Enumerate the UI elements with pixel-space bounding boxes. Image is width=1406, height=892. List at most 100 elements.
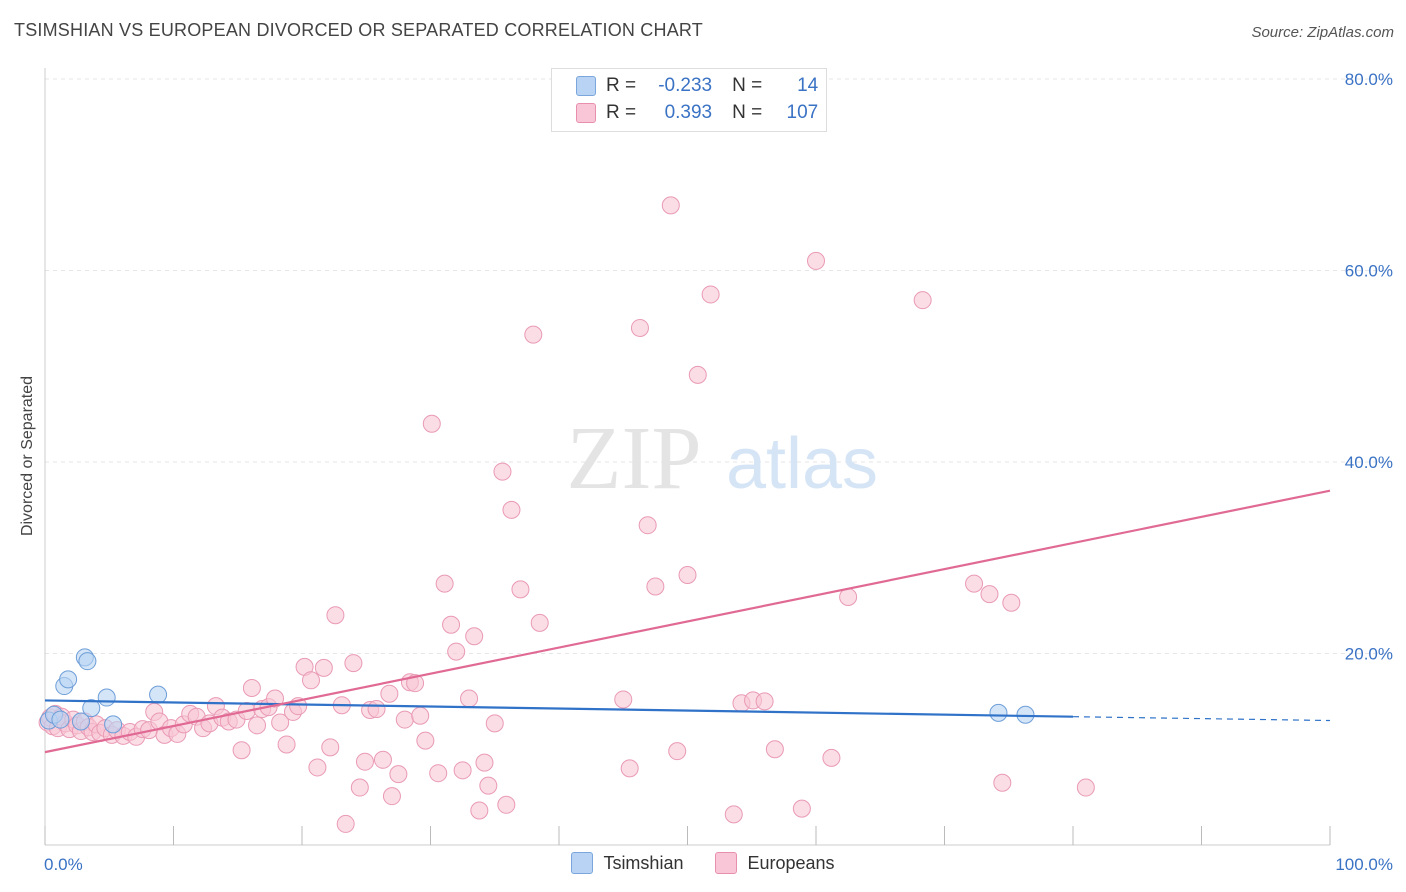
tsimshian-point <box>78 652 97 671</box>
europeans-point <box>453 761 472 780</box>
watermark: ZIP atlas <box>567 409 879 508</box>
europeans-point <box>447 642 466 661</box>
trend-lines <box>44 489 1331 754</box>
n-label: N = <box>732 75 763 96</box>
europeans-point <box>678 565 697 584</box>
europeans-point <box>485 714 504 733</box>
europeans-point <box>344 654 363 673</box>
europeans-point <box>301 671 320 690</box>
y-tick-label: 80.0% <box>1345 70 1393 89</box>
chart-title: TSIMSHIAN VS EUROPEAN DIVORCED OR SEPARA… <box>14 20 703 40</box>
europeans-point <box>530 613 549 632</box>
x-tick-label: 100.0% <box>1335 855 1393 874</box>
europeans-point <box>620 759 639 778</box>
r-value: 0.393 <box>664 102 713 123</box>
y-tick-label: 20.0% <box>1345 645 1393 664</box>
europeans-point <box>416 731 435 750</box>
tsimshian-trend-line <box>44 699 1074 718</box>
europeans-point <box>688 365 707 384</box>
europeans-trend-line <box>44 489 1331 754</box>
tsimshian-point <box>104 715 123 734</box>
europeans-point <box>271 713 290 732</box>
europeans-point <box>406 674 425 693</box>
r-label: R = <box>606 102 637 123</box>
watermark-zip: ZIP <box>567 409 702 508</box>
europeans-point <box>321 738 340 757</box>
europeans-point <box>993 773 1012 792</box>
europeans-point <box>470 801 489 820</box>
europeans-point <box>326 606 345 625</box>
europeans-point <box>724 805 743 824</box>
legend-item-tsimshian[interactable]: Tsimshian <box>571 852 683 874</box>
europeans-point <box>435 574 454 593</box>
europeans-point <box>308 758 327 777</box>
europeans-point <box>479 776 498 795</box>
europeans-point <box>614 690 633 709</box>
europeans-point <box>524 325 543 344</box>
stats-row-europeans: R = 0.393 N = 107 <box>576 102 818 124</box>
n-label: N = <box>732 102 763 123</box>
europeans-point <box>755 692 774 711</box>
legend-label: Europeans <box>747 852 835 873</box>
europeans-point <box>465 627 484 646</box>
europeans-point <box>248 716 267 735</box>
r-label: R = <box>606 75 637 96</box>
tsimshian-point <box>51 710 70 729</box>
europeans-point <box>502 500 521 519</box>
europeans-point <box>765 740 784 759</box>
europeans-point <box>807 251 825 270</box>
europeans-point <box>980 585 999 604</box>
europeans-point <box>277 735 296 754</box>
stats-row-tsimshian: R = -0.233 N = 14 <box>576 75 818 97</box>
gridlines <box>45 78 1392 654</box>
y-tick-label: 60.0% <box>1345 262 1393 281</box>
europeans-point <box>266 689 285 708</box>
europeans-point <box>493 462 512 481</box>
r-value: -0.233 <box>658 75 713 96</box>
europeans-point <box>336 814 355 833</box>
tick-labels: 20.0% 40.0% 60.0% 80.0% 0.0% 100.0% <box>44 70 1393 874</box>
legend-label: Tsimshian <box>603 852 684 873</box>
europeans-point <box>630 318 649 337</box>
tsimshian-point <box>82 699 101 718</box>
europeans-point <box>497 795 516 814</box>
tsimshian-point <box>989 703 1008 722</box>
tsimshian-point <box>59 670 78 689</box>
legend-item-europeans[interactable]: Europeans <box>715 852 835 874</box>
tsimshian-point <box>149 685 168 704</box>
europeans-point <box>1076 778 1095 797</box>
europeans-point <box>314 658 333 677</box>
europeans-point <box>668 742 687 761</box>
europeans-point <box>382 787 401 806</box>
y-tick-label: 40.0% <box>1345 453 1393 472</box>
europeans-point <box>1002 593 1021 612</box>
europeans-point <box>511 580 530 599</box>
europeans-legend-swatch <box>715 852 738 874</box>
tsimshian-point <box>97 688 116 707</box>
europeans-point <box>475 753 494 772</box>
europeans-point <box>389 765 408 784</box>
tsimshian-swatch <box>576 76 596 96</box>
europeans-point <box>965 574 984 593</box>
europeans-point <box>646 577 665 596</box>
europeans-swatch <box>576 103 596 123</box>
europeans-point <box>661 196 680 215</box>
europeans-point <box>367 700 386 719</box>
n-value: 107 <box>786 102 819 123</box>
x-tick-label: 0.0% <box>44 855 83 874</box>
europeans-point <box>638 516 657 535</box>
europeans-point <box>822 748 841 767</box>
tsimshian-legend-swatch <box>571 852 594 874</box>
europeans-point <box>373 750 392 769</box>
tsimshian-trend-extension <box>1072 716 1331 722</box>
europeans-point <box>350 778 369 797</box>
europeans-point <box>242 678 261 697</box>
europeans-point <box>422 414 441 433</box>
europeans-point <box>701 285 720 304</box>
europeans-point <box>460 689 479 708</box>
europeans-point <box>792 799 811 818</box>
europeans-point <box>442 615 461 634</box>
europeans-point <box>411 706 430 725</box>
europeans-point <box>429 764 448 783</box>
